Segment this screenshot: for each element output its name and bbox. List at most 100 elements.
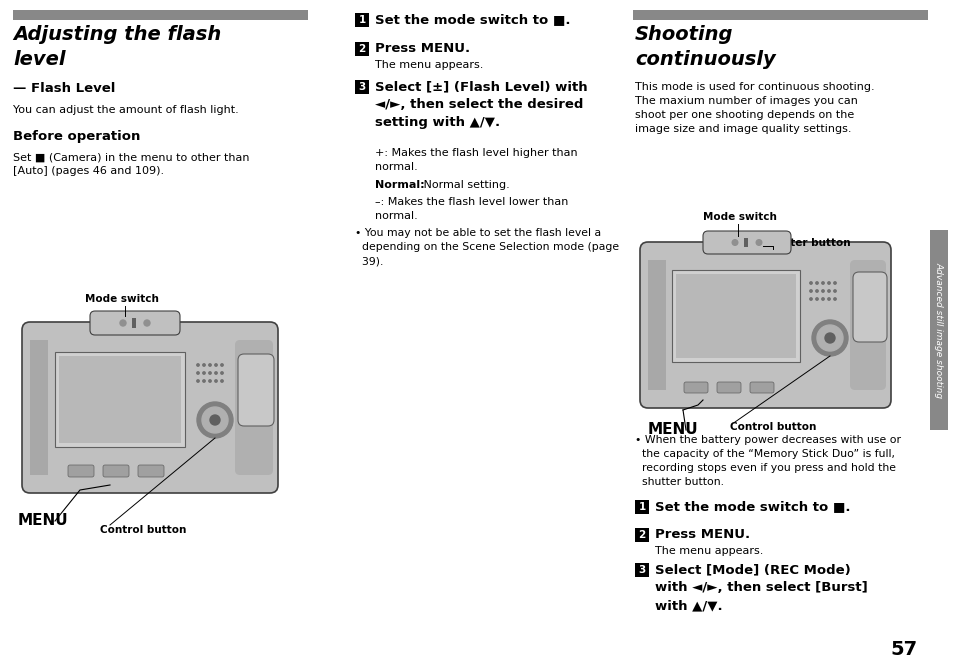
Circle shape xyxy=(827,298,829,300)
Text: Control button: Control button xyxy=(729,422,816,432)
Circle shape xyxy=(809,290,811,292)
Bar xyxy=(929,230,947,430)
Bar xyxy=(676,274,795,358)
Text: 3: 3 xyxy=(638,565,645,575)
Bar xyxy=(55,352,185,447)
Bar xyxy=(59,356,181,443)
Circle shape xyxy=(214,372,217,374)
Circle shape xyxy=(210,415,220,425)
FancyBboxPatch shape xyxy=(68,465,94,477)
FancyBboxPatch shape xyxy=(22,322,277,493)
FancyBboxPatch shape xyxy=(849,260,885,390)
Bar xyxy=(30,340,48,475)
FancyBboxPatch shape xyxy=(103,465,129,477)
Bar xyxy=(635,563,648,577)
Text: Shooting: Shooting xyxy=(635,25,733,44)
Bar xyxy=(633,10,927,20)
Bar xyxy=(671,270,800,362)
Bar xyxy=(647,260,665,390)
Text: • When the battery power decreases with use or
  the capacity of the “Memory Sti: • When the battery power decreases with … xyxy=(635,435,900,487)
Text: 3: 3 xyxy=(358,82,365,92)
Text: Adjusting the flash: Adjusting the flash xyxy=(13,25,221,44)
Bar xyxy=(13,10,308,20)
Circle shape xyxy=(809,298,811,300)
Text: Control button: Control button xyxy=(100,525,186,535)
FancyBboxPatch shape xyxy=(234,340,273,475)
Circle shape xyxy=(220,372,223,374)
Circle shape xyxy=(833,298,836,300)
Circle shape xyxy=(824,333,834,343)
FancyBboxPatch shape xyxy=(717,382,740,393)
FancyBboxPatch shape xyxy=(702,231,790,254)
Text: • You may not be able to set the flash level a
  depending on the Scene Selectio: • You may not be able to set the flash l… xyxy=(355,228,618,266)
Circle shape xyxy=(209,380,211,382)
Bar xyxy=(355,80,369,94)
Circle shape xyxy=(202,407,228,433)
Circle shape xyxy=(821,282,823,285)
Bar xyxy=(635,500,648,514)
Circle shape xyxy=(809,282,811,285)
Circle shape xyxy=(203,380,205,382)
Circle shape xyxy=(144,320,150,326)
Text: Normal:: Normal: xyxy=(375,180,424,190)
Text: Normal setting.: Normal setting. xyxy=(419,180,509,190)
Text: Mode switch: Mode switch xyxy=(702,212,776,222)
Circle shape xyxy=(815,282,818,285)
Circle shape xyxy=(811,320,847,356)
Circle shape xyxy=(220,364,223,366)
Circle shape xyxy=(821,290,823,292)
Circle shape xyxy=(209,372,211,374)
Text: MENU: MENU xyxy=(647,422,698,437)
Circle shape xyxy=(833,282,836,285)
Bar xyxy=(635,528,648,542)
Text: 1: 1 xyxy=(358,15,365,25)
Text: Set the mode switch to ■.: Set the mode switch to ■. xyxy=(655,500,850,513)
FancyBboxPatch shape xyxy=(90,311,180,335)
FancyBboxPatch shape xyxy=(749,382,773,393)
Circle shape xyxy=(209,364,211,366)
Bar xyxy=(743,238,747,247)
Circle shape xyxy=(816,325,842,351)
Circle shape xyxy=(196,402,233,438)
Text: Select [Mode] (REC Mode)
with ◄/►, then select [Burst]
with ▲/▼.: Select [Mode] (REC Mode) with ◄/►, then … xyxy=(655,563,867,612)
Bar xyxy=(355,13,369,27)
Circle shape xyxy=(196,380,199,382)
Text: 57: 57 xyxy=(889,640,916,659)
Text: 2: 2 xyxy=(638,530,645,540)
Text: The menu appears.: The menu appears. xyxy=(655,546,762,556)
Circle shape xyxy=(756,240,761,246)
Circle shape xyxy=(196,364,199,366)
Circle shape xyxy=(815,298,818,300)
Bar xyxy=(132,318,136,328)
Circle shape xyxy=(196,372,199,374)
Text: The menu appears.: The menu appears. xyxy=(375,60,483,70)
Text: continuously: continuously xyxy=(635,50,775,69)
Text: Press MENU.: Press MENU. xyxy=(655,528,749,541)
Circle shape xyxy=(833,290,836,292)
Text: Shutter button: Shutter button xyxy=(762,238,850,248)
FancyBboxPatch shape xyxy=(237,354,274,426)
Text: MENU: MENU xyxy=(18,513,69,528)
Circle shape xyxy=(827,290,829,292)
Circle shape xyxy=(203,372,205,374)
Circle shape xyxy=(214,380,217,382)
Text: Press MENU.: Press MENU. xyxy=(375,42,470,55)
Text: Mode switch: Mode switch xyxy=(85,294,159,304)
Circle shape xyxy=(827,282,829,285)
Circle shape xyxy=(203,364,205,366)
Text: 2: 2 xyxy=(358,44,365,54)
Text: Select [±] (Flash Level) with
◄/►, then select the desired
setting with ▲/▼.: Select [±] (Flash Level) with ◄/►, then … xyxy=(375,80,587,129)
Text: — Flash Level: — Flash Level xyxy=(13,82,115,95)
Circle shape xyxy=(732,240,737,246)
FancyBboxPatch shape xyxy=(639,242,890,408)
Circle shape xyxy=(821,298,823,300)
Text: Set the mode switch to ■.: Set the mode switch to ■. xyxy=(375,13,570,26)
Text: Set ■ (Camera) in the menu to other than
[Auto] (pages 46 and 109).: Set ■ (Camera) in the menu to other than… xyxy=(13,152,250,176)
Circle shape xyxy=(815,290,818,292)
Text: Before operation: Before operation xyxy=(13,130,140,143)
Text: level: level xyxy=(13,50,66,69)
Circle shape xyxy=(120,320,126,326)
Bar xyxy=(355,42,369,56)
Text: You can adjust the amount of flash light.: You can adjust the amount of flash light… xyxy=(13,105,238,115)
FancyBboxPatch shape xyxy=(852,272,886,342)
